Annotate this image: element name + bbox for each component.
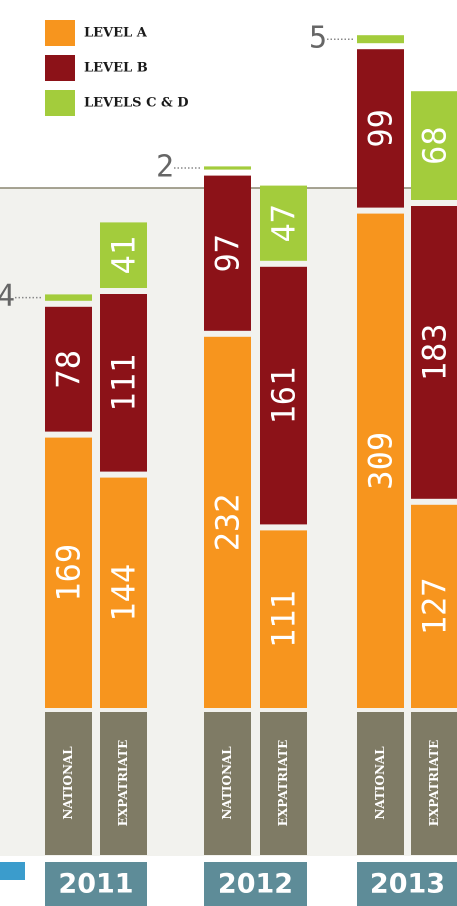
value-label: 99 xyxy=(362,109,400,148)
value-label: 309 xyxy=(362,432,400,490)
bar-segment xyxy=(260,266,307,525)
value-label: 68 xyxy=(416,126,454,165)
group-box xyxy=(260,712,307,855)
bar-segment xyxy=(357,49,404,208)
bar-segment xyxy=(357,35,404,44)
value-label: 169 xyxy=(50,544,88,602)
value-label: 111 xyxy=(265,590,303,648)
year-label: 2012 xyxy=(218,869,293,900)
bar-segment xyxy=(411,504,457,708)
year-box xyxy=(204,862,307,906)
value-label: 127 xyxy=(416,578,454,636)
value-label: 144 xyxy=(105,564,143,622)
group-box xyxy=(204,712,251,855)
year-label: 2011 xyxy=(58,869,133,900)
group-label: EXPATRIATE xyxy=(276,740,290,827)
value-label: 4 xyxy=(0,279,15,314)
bar-segment xyxy=(100,222,147,288)
group-box xyxy=(357,712,404,855)
legend-swatch xyxy=(45,55,75,81)
legend-label: LEVEL A xyxy=(84,26,148,41)
legend-swatch xyxy=(45,20,75,46)
value-label: 2 xyxy=(156,150,174,185)
bar-segment xyxy=(100,477,147,708)
group-label: NATIONAL xyxy=(220,746,234,820)
bar-segment xyxy=(45,294,92,301)
value-label: 5 xyxy=(309,21,327,56)
bar-segment xyxy=(45,437,92,708)
value-label: 97 xyxy=(209,234,247,273)
bar-segment xyxy=(100,294,147,472)
group-box xyxy=(100,712,147,855)
year-label: 2013 xyxy=(370,869,445,900)
bar-segment xyxy=(411,91,457,200)
value-label: 47 xyxy=(265,204,303,243)
bar-segment xyxy=(45,306,92,432)
value-label: 111 xyxy=(105,354,143,412)
group-box xyxy=(411,712,457,855)
year-box xyxy=(45,862,147,906)
bar-segment xyxy=(260,185,307,261)
bar-segment xyxy=(260,530,307,708)
legend-swatch xyxy=(45,90,75,116)
decor-tab xyxy=(0,862,25,880)
group-box xyxy=(45,712,92,855)
value-label: 161 xyxy=(265,367,303,425)
bar-segment xyxy=(204,175,251,331)
legend-label: LEVELS C & D xyxy=(84,96,189,111)
value-label: 78 xyxy=(50,350,88,389)
bar-segment xyxy=(411,206,457,499)
group-label: EXPATRIATE xyxy=(116,740,130,827)
year-box xyxy=(357,862,457,906)
value-label: 232 xyxy=(209,494,247,552)
bar-segment xyxy=(357,213,404,708)
value-label: 183 xyxy=(416,324,454,382)
group-label: NATIONAL xyxy=(373,746,387,820)
group-label: EXPATRIATE xyxy=(427,740,441,827)
bar-segment xyxy=(204,336,251,708)
bar-segment xyxy=(204,166,251,170)
legend-label: LEVEL B xyxy=(84,61,148,76)
value-label: 41 xyxy=(105,236,143,275)
group-label: NATIONAL xyxy=(61,746,75,820)
